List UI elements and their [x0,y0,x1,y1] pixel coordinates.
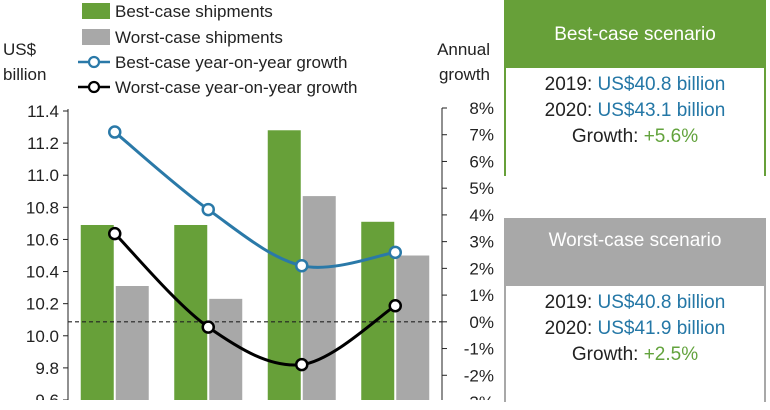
best-growth-line: Growth: +5.6% [571,126,699,147]
worst-case-bar [115,286,149,400]
combo-chart: 9.6 9.8 10.0 10.2 10.4 10.6 10.8 11.0 11.2 11.4 -3… [3,2,494,400]
right-tick-label: -1% [464,340,494,359]
best-case-growth-point [108,125,122,139]
left-tick-label: 9.6 [35,391,59,400]
legend-best-growth-label: Best-case year-on-year growth [115,53,347,72]
worst-case-bar [209,298,243,400]
legend-best-growth-swatch-marker [87,55,101,69]
worst-2019-line: 2019: US$40.8 billion [544,292,726,313]
worst-case-bar [396,255,430,400]
right-tick-label: 5% [469,179,494,198]
right-tick-label: 7% [469,126,494,145]
worst-2020-line: 2020: US$41.9 billion [544,318,726,339]
left-tick-label: 11.2 [27,134,59,153]
left-tick-label: 10.0 [26,327,59,346]
best-case-growth-point [295,258,309,273]
right-axis-title: Annual [437,40,490,59]
worst-case-box-title: Worst-case scenario [548,230,722,251]
right-tick-label: -2% [464,366,494,385]
best-case-growth-point [388,245,402,260]
worst-growth-value: +2.5% [643,344,699,365]
worst-case-bar [302,196,336,400]
worst-case-growth-point [388,299,402,313]
best-case-scenario-box: Best-case scenario 2019: US$40.8 billion… [504,0,766,178]
worst-2020-value: US$41.9 billion [597,318,726,339]
worst-case-growth-point [295,357,309,372]
right-tick-label: -3% [464,393,494,400]
worst-case-growth-point [201,320,215,334]
worst-case-growth-line [113,232,397,367]
best-case-growth-point [201,202,215,217]
legend-worst-shipments-label: Worst-case shipments [115,28,283,47]
left-tick-label: 10.8 [26,198,59,217]
right-tick-label: 3% [469,233,494,252]
right-axis-title: growth [439,65,490,84]
best-2019-value: US$40.8 billion [597,74,726,95]
right-tick-label: 8% [469,99,494,118]
legend-worst-growth-label: Worst-case year-on-year growth [115,78,358,97]
best-case-bar [80,224,114,400]
worst-growth-line: Growth: +2.5% [571,344,699,365]
left-tick-label: 9.8 [35,359,59,378]
left-tick-label: 11.0 [27,166,59,185]
left-axis-title: billion [3,65,46,84]
best-case-box-title: Best-case scenario [554,24,716,45]
right-tick-label: 4% [469,206,494,225]
best-2019-line: 2019: US$40.8 billion [544,74,726,95]
worst-2019-value: US$40.8 billion [597,292,726,313]
best-2020-line: 2020: US$43.1 billion [544,100,726,121]
right-tick-label: 1% [469,286,494,305]
worst-case-scenario-box: Worst-case scenario 2019: US$40.8 billio… [504,218,766,410]
best-2020-value: US$43.1 billion [597,100,726,121]
right-tick-label: 6% [469,152,494,171]
worst-case-box-body: 2019: US$40.8 billion 2020: US$41.9 bill… [506,286,764,410]
best-case-growth-line [113,130,396,269]
left-axis-title: US$ [3,40,37,59]
worst-case-growth-point [108,226,122,241]
legend-worst-shipments-swatch [82,29,110,45]
legend-best-shipments-swatch [82,3,110,19]
right-tick-label: 0% [469,313,494,332]
legend-best-shipments-label: Best-case shipments [115,2,273,21]
left-tick-label: 10.4 [26,263,59,282]
right-tick-label: 2% [469,259,494,278]
left-tick-label: 10.2 [26,295,59,314]
best-growth-value: +5.6% [643,126,699,147]
legend-worst-growth-swatch-marker [87,80,101,94]
left-tick-label: 11.4 [27,102,59,121]
best-case-box-body: 2019: US$40.8 billion 2020: US$43.1 bill… [506,68,764,178]
left-tick-label: 10.6 [26,230,59,249]
